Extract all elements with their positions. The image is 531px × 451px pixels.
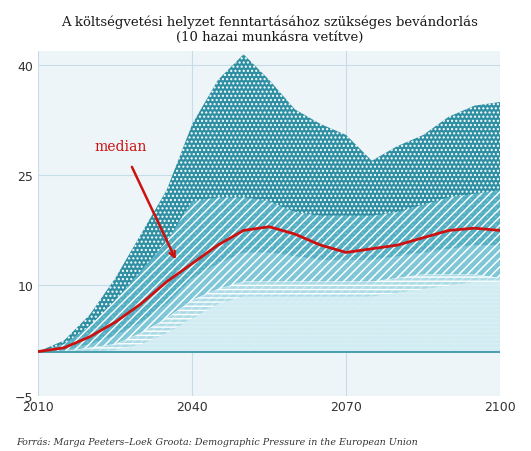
Text: median: median — [95, 139, 147, 153]
Title: A költségvetési helyzet fenntartásához szükséges bevándorlás
(10 hazai munkásra : A költségvetési helyzet fenntartásához s… — [61, 15, 478, 43]
Text: Forrás: Marga Peeters–Loek Groota: Demographic Pressure in the European Union: Forrás: Marga Peeters–Loek Groota: Demog… — [16, 437, 418, 446]
